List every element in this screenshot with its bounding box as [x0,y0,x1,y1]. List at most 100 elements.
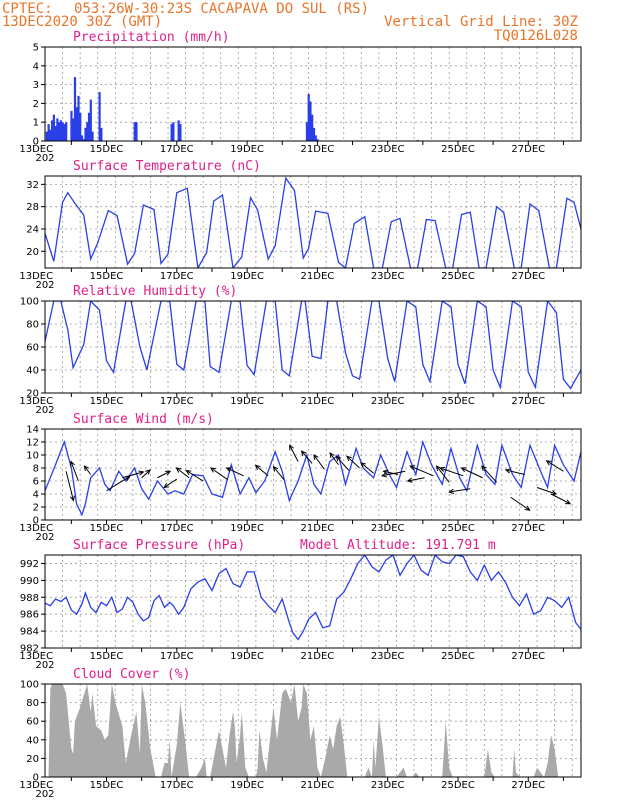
cloud-cover-panel: 0 20 40 60 80 100 13DEC 15DEC 17DEC 19DEC 21DEC 23D… [19,667,582,800]
precipitation-bar [309,101,312,141]
y-tick-label: 1 [33,118,39,129]
temperature-title: Surface Temperature (nC) [73,159,261,174]
x-tick-label: 17DEC [160,271,194,282]
y-tick-label: 80 [26,698,39,709]
x-tick-label: 27DEC [511,523,545,534]
header-model: TQ0126L028 [494,28,578,44]
x-tick-label: 13DEC [19,651,53,662]
y-tick-label: 5 [33,43,39,54]
x-tick-label: 15DEC [90,523,124,534]
x-tick-label: 23DEC [371,271,405,282]
y-tick-label: 2 [33,99,39,110]
precipitation-bar [54,125,57,141]
year-label: 202 [35,153,54,164]
x-tick-label: 21DEC [301,780,335,791]
header-source: CPTEC: [2,1,53,17]
y-tick-label: 60 [26,343,39,354]
wind-vector-arrow [209,467,229,481]
x-tick-label: 23DEC [371,396,405,407]
precipitation-bar [135,122,138,141]
wind-vector-arrow [225,467,244,477]
precipitation-bar [45,131,48,141]
precipitation-bar [91,131,94,141]
wind-vector-arrow [504,468,525,475]
precipitation-bar [98,92,101,141]
precipitation-bar [58,122,61,141]
wind-vector-arrow [409,465,434,477]
plot-frame [44,554,582,649]
x-tick-label: 21DEC [301,144,335,155]
x-tick-label: 15DEC [90,144,124,155]
plot-frame [44,175,582,269]
wind-panel: 0 2 4 6 8 10 12 14 13DEC 15DEC 17DEC 19DEC 21DEC 23DE… [19,412,582,543]
x-tick-label: 23DEC [371,780,405,791]
wind-vector-arrow [510,496,531,511]
wind-vector-arrow [550,493,572,505]
precipitation-bar [311,114,314,141]
plot-frame [44,683,582,778]
x-tick-label: 15DEC [90,780,124,791]
wind-vector-arrow [481,465,498,483]
precipitation-bar [65,122,68,141]
precipitation-bar [84,127,87,141]
y-tick-label: 984 [20,627,39,638]
wind-vector-arrow [254,464,269,477]
x-tick-label: 27DEC [511,271,545,282]
precipitation-bar [312,127,316,141]
x-tick-label: 27DEC [511,780,545,791]
year-label: 202 [35,660,54,671]
precipitation-bar [72,118,75,141]
x-tick-label: 27DEC [511,396,545,407]
x-tick-label: 13DEC [19,144,53,155]
precipitation-bar [77,95,80,141]
x-tick-label: 25DEC [441,523,475,534]
x-tick-label: 15DEC [90,651,124,662]
x-tick-label: 17DEC [160,651,194,662]
precipitation-bar [80,135,84,141]
wind-vector-arrow [272,465,285,481]
wind-vector-arrow [141,469,151,479]
precipitation-bar [86,122,89,141]
y-tick-label: 32 [26,180,39,191]
precipitation-bar [75,107,78,141]
wind-title: Surface Wind (m/s) [73,412,214,427]
pressure-series-line [45,555,581,641]
x-tick-label: 23DEC [371,144,405,155]
x-tick-label: 15DEC [90,271,124,282]
year-label: 202 [35,789,54,800]
year-label: 202 [35,280,54,291]
x-tick-label: 17DEC [160,780,194,791]
humidity-series-line [45,301,581,390]
precipitation-bar [177,120,180,141]
y-tick-label: 0 [33,773,39,784]
header: CPTEC: 053:26W-30:23S CACAPAVA DO SUL (R… [2,1,578,44]
y-tick-label: 3 [33,80,39,91]
precipitation-bar [79,112,82,141]
plot-frame [44,46,582,142]
header-location: 053:26W-30:23S CACAPAVA DO SUL (RS) [74,1,369,17]
x-tick-label: 21DEC [301,651,335,662]
x-tick-label: 27DEC [511,651,545,662]
precipitation-panel: 0 1 2 3 4 5 13DEC 15DEC 17DEC 19DEC 21DEC 23DEC 25DE… [19,30,582,164]
humidity-title: Relative Humidity (%) [73,284,237,299]
wind-vector-arrow [175,467,190,479]
cloud-cover-area [45,684,581,777]
precipitation-bar [73,77,77,141]
y-tick-label: 24 [26,224,39,235]
y-tick-label: 10 [26,451,39,462]
precipitation-bar [179,124,182,141]
x-tick-label: 17DEC [160,523,194,534]
x-tick-label: 15DEC [90,396,124,407]
x-tick-label: 13DEC [19,780,53,791]
precipitation-bar [314,135,317,141]
year-label: 202 [35,532,54,543]
y-tick-label: 986 [20,610,39,621]
x-tick-label: 19DEC [230,651,264,662]
precipitation-bar [316,139,319,141]
wind-vector-arrow [163,478,178,489]
precipitation-bar [49,129,52,141]
plot-frame [44,300,582,394]
wind-vector-arrow [438,466,464,477]
humidity-panel: 20 40 60 80 100 13DEC 15DEC 17DEC 19DEC 21DEC 23DE… [19,284,582,416]
